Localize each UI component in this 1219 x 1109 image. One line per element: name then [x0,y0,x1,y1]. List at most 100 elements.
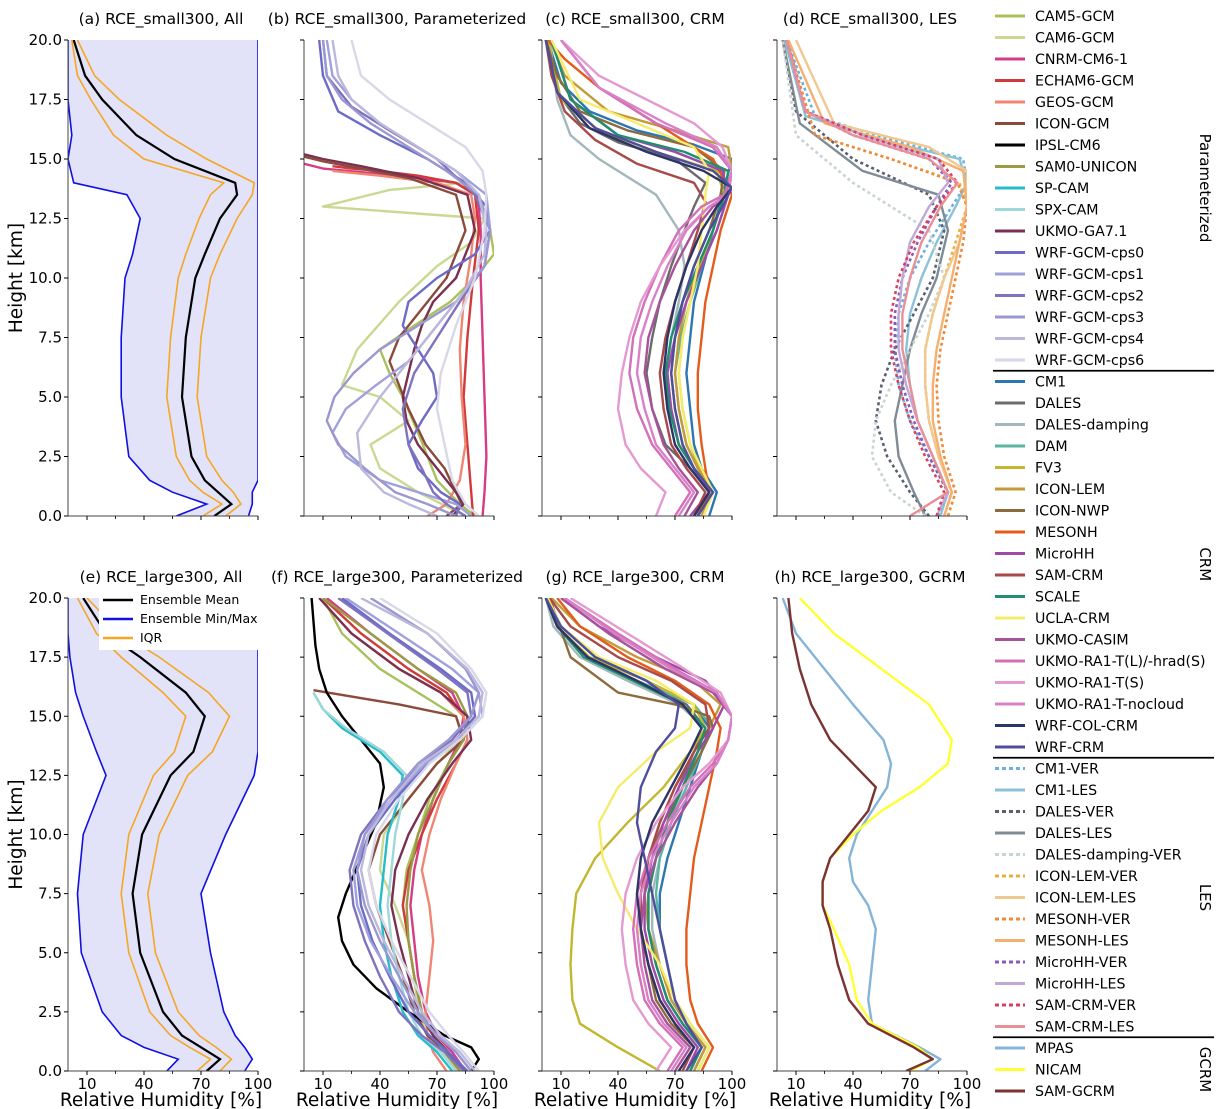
legend-item-label: ICON-LEM-LES [1035,891,1136,907]
y-axis-label: Height [km] [6,223,27,333]
minmax-band [68,598,258,1071]
plot-area [781,598,953,1071]
minmax-band [68,40,258,516]
legend-group-label: Parameterized [1196,134,1214,243]
y-tick-label: 0.0 [38,1062,62,1080]
x-tick-label: 10 [313,1075,332,1093]
y-tick-label: 17.5 [29,648,62,666]
legend-item-label: UKMO-GA7.1 [1035,224,1127,240]
y-tick-label: 2.5 [38,448,62,466]
series-line [548,598,715,1071]
panels-layer: (a) RCE_small300, All 0.0 2.5 5.0 7.5 10.0 12.… [6,10,981,1109]
legend-item-label: SAM-CRM-LES [1035,1020,1134,1036]
legend-item-label: MicroHH [1035,547,1095,563]
x-tick-label: 70 [427,1075,446,1093]
plot-area [544,40,732,516]
plot-area [544,598,732,1071]
series-line-mean [82,598,222,1071]
panel-e-legend-label: IQR [140,630,163,645]
series-line [312,692,457,1071]
plot-area [68,598,258,1071]
panel-a: (a) RCE_small300, All 0.0 2.5 5.0 7.5 10.0 12.… [6,10,259,525]
series-line [787,40,967,516]
legend-item-label: ICON-LEM [1035,482,1105,498]
series-line [544,598,703,1071]
panel-title: (g) RCE_large300, CRM [546,568,725,587]
y-tick-label: 12.5 [29,210,62,228]
series-line-q75 [76,40,256,516]
legend-item-label: DALES-VER [1035,805,1114,821]
legend-item-label: DALES-LES [1035,826,1112,842]
series-line [359,598,484,1071]
series-line [785,40,967,516]
series-line [544,40,732,516]
x-axis-label: Relative Humidity [%] [60,1090,262,1109]
legend-item-label: MicroHH-VER [1035,955,1127,971]
series-line [321,181,486,516]
y-tick-label: 12.5 [29,766,62,784]
legend-item-label: MESONH [1035,525,1098,541]
x-tick-label: 100 [480,1075,509,1093]
plot-area [304,40,494,516]
legend-item-label: UCLA-CRM [1035,611,1110,627]
plot-area [781,40,967,516]
x-tick-label: 10 [551,1075,570,1093]
y-tick-label: 7.5 [38,885,62,903]
legend-group-label: LES [1196,884,1214,911]
legend-group-label: CRM [1196,547,1214,581]
series-line-q25 [76,598,212,1071]
legend-item-label: WRF-CRM [1035,740,1104,756]
series-line [794,40,967,516]
legend-item-label: NICAM [1035,1063,1082,1079]
series-line-max [200,598,258,1071]
series-line [544,40,732,516]
legend-item-label: UKMO-RA1-T(L)/-hrad(S) [1035,654,1206,670]
legend-item-label: MESONH-VER [1035,912,1131,928]
legend-item-label: WRF-GCM-cps1 [1035,267,1144,283]
panel-e-legend: Ensemble Mean Ensemble Min/Max IQR [99,590,263,650]
legend-item-label: WRF-GCM-cps3 [1035,310,1144,326]
panel-b: (b) RCE_small300, Parameterized [268,10,526,520]
y-tick-label: 15.0 [29,707,62,725]
series-line-q75 [86,598,233,1071]
series-line [785,40,959,516]
x-tick-label: 70 [900,1075,919,1093]
y-tick-label: 0.0 [38,507,62,525]
series-line [550,40,715,516]
series-line [781,40,950,516]
series-line [798,598,953,1071]
x-tick-label: 70 [665,1075,684,1093]
series-line-max [247,40,258,516]
series-line [356,598,480,1071]
legend-item-label: GEOS-GCM [1035,95,1114,111]
legend-group-label: GCRM [1196,1047,1214,1092]
panel-title: (f) RCE_large300, Parameterized [271,568,523,587]
series-line [781,598,942,1071]
series-line-mean [72,40,239,516]
y-tick-label: 15.0 [29,150,62,168]
legend-item-label: WRF-GCM-cps0 [1035,246,1144,262]
panel-h: (h) RCE_large300, GCRM 10 40 70 100Relative … [769,568,981,1109]
x-tick-label: 40 [608,1075,627,1093]
y-axis-label: Height [km] [6,779,27,889]
plot-area [310,598,488,1071]
series-line [332,169,477,516]
series-line [550,598,722,1071]
series-line [781,40,946,516]
legend-item-label: ICON-LEM-VER [1035,869,1138,885]
y-tick-label: 10.0 [29,826,62,844]
legend-item-label: CAM5-GCM [1035,9,1115,25]
panel-title: (a) RCE_small300, All [79,10,244,29]
series-line [569,598,732,1071]
legend-item-label: DALES [1035,396,1081,412]
panel-e-legend-label: Ensemble Mean [140,592,239,607]
legend-item-label: UKMO-RA1-T-nocloud [1035,697,1184,713]
legend-item-label: SAM-GCRM [1035,1084,1115,1100]
legend-item-label: CM1-LES [1035,783,1097,799]
series-line [337,598,473,1071]
panel-title: (b) RCE_small300, Parameterized [268,10,526,29]
legend-item-label: SAM0-UNICON [1035,160,1137,176]
panel-e: (e) RCE_large300, All 0.0 2.5 5.0 7.5 10.0 12.… [6,568,272,1109]
series-line [787,598,934,1071]
x-axis-label: Relative Humidity [%] [296,1090,498,1109]
